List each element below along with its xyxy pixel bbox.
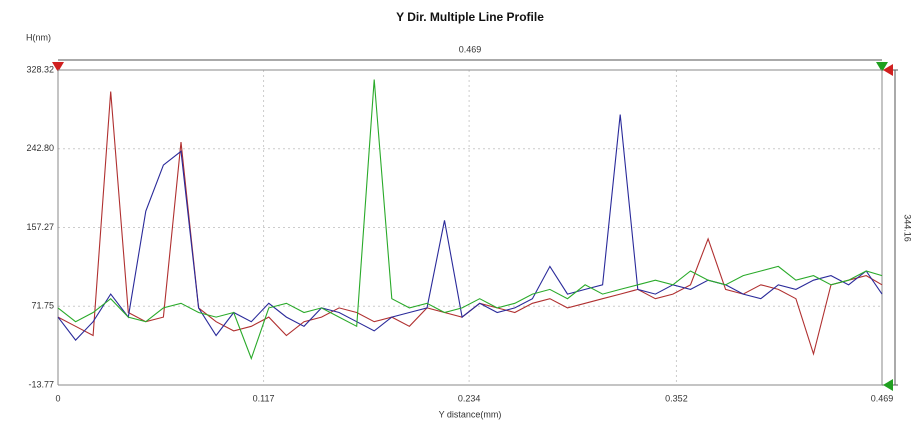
series-line [57, 79, 883, 361]
series-line [57, 114, 883, 341]
x-tick-label: 0.469 [871, 393, 894, 403]
chart-title: Y Dir. Multiple Line Profile [396, 10, 544, 24]
y-tick-label: 157.27 [26, 222, 54, 232]
y-tick-label: 242.80 [26, 143, 54, 153]
x-axis-label: Y distance(mm) [439, 409, 502, 419]
y-tick-label: 71.75 [31, 301, 54, 311]
y-axis-label: H(nm) [26, 32, 51, 42]
marker [52, 62, 64, 72]
dimension-label: 344.16 [903, 214, 913, 242]
series-line [57, 91, 883, 356]
x-tick-label: 0.234 [458, 393, 481, 403]
y-tick-label: 328.32 [26, 64, 54, 74]
x-tick-label: 0.352 [665, 393, 688, 403]
x-tick-label: 0.117 [253, 393, 275, 403]
y-tick-label: -13.77 [28, 379, 54, 389]
x-tick-label: 0 [55, 393, 60, 403]
marker [883, 379, 893, 391]
marker [876, 62, 888, 72]
marker [883, 64, 893, 76]
dimension-label: 0.469 [459, 44, 482, 54]
